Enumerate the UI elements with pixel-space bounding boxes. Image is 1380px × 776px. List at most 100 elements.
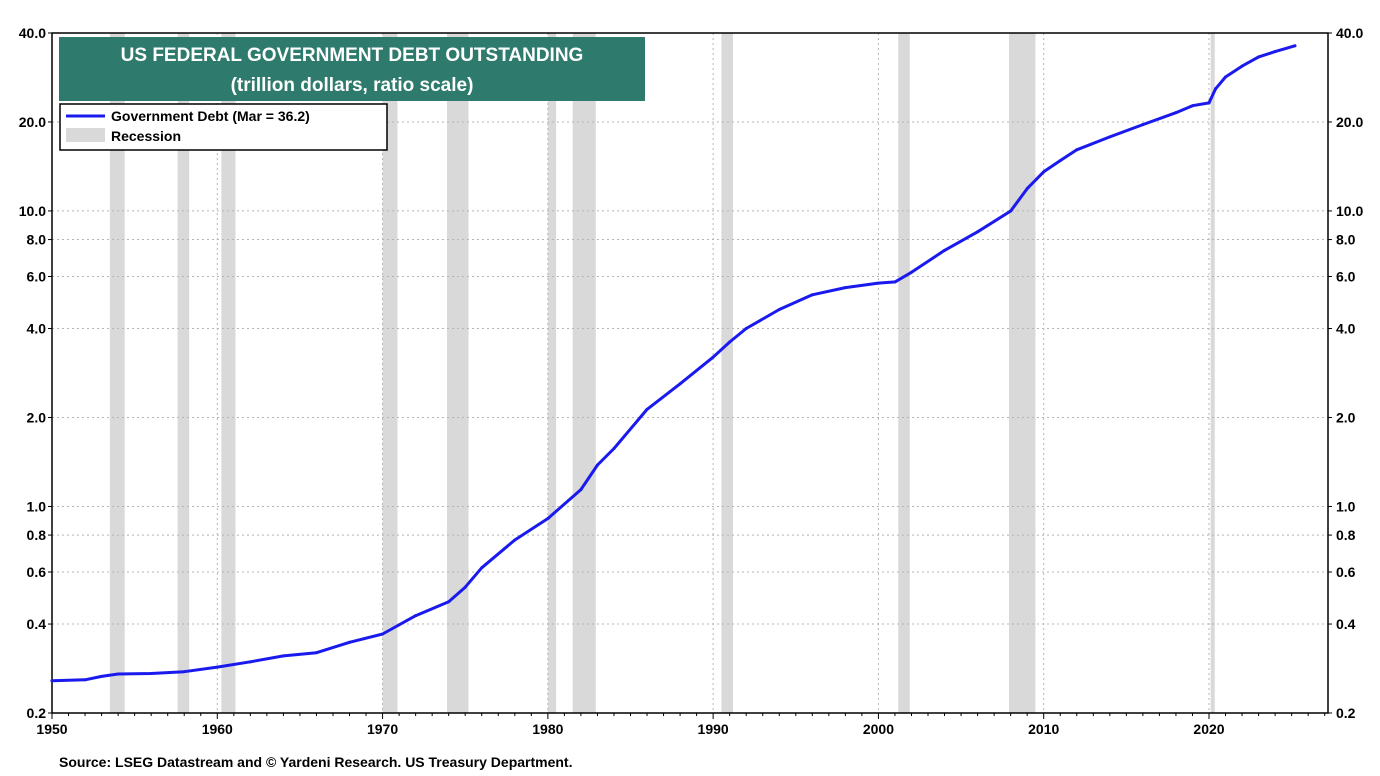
- series-point: [1042, 170, 1046, 174]
- x-tick-label: 1970: [367, 721, 398, 737]
- series-point: [1190, 104, 1194, 108]
- series-point: [711, 355, 715, 359]
- series-point: [876, 281, 880, 285]
- series-point: [612, 447, 616, 451]
- series-point: [1025, 187, 1029, 191]
- series-point: [414, 614, 418, 618]
- gridlines: [52, 33, 1328, 713]
- series-point: [728, 340, 732, 344]
- recession-band: [721, 33, 733, 713]
- recession-band: [572, 33, 596, 713]
- recession-band: [447, 33, 469, 713]
- y-tick-label-left: 8.0: [27, 232, 47, 248]
- y-tick-label-left: 0.4: [27, 616, 47, 632]
- series-point: [1273, 50, 1277, 54]
- source-note: Source: LSEG Datastream and © Yardeni Re…: [59, 754, 572, 770]
- y-tick-label-right: 1.0: [1336, 498, 1356, 514]
- recession-band: [221, 33, 236, 713]
- series-point: [645, 407, 649, 411]
- series-point: [480, 566, 484, 570]
- recession-band: [898, 33, 910, 713]
- y-axis-left: 0.2 0.4 0.6 0.8 1.0 2.0 4.0 6.0 8.0 10.0 20.0 40.0: [19, 25, 52, 721]
- series-point: [744, 327, 748, 331]
- series-point: [1075, 148, 1079, 152]
- series-point: [513, 538, 517, 542]
- series-point: [1009, 209, 1013, 213]
- series-point: [1257, 55, 1261, 59]
- y-tick-label-left: 10.0: [19, 203, 46, 219]
- series-point: [678, 382, 682, 386]
- y-tick-label-left: 6.0: [27, 268, 47, 284]
- series-point: [1214, 87, 1218, 91]
- series-point: [777, 307, 781, 311]
- y-tick-label-left: 40.0: [19, 25, 46, 41]
- series-point: [314, 651, 318, 655]
- series-point: [281, 654, 285, 658]
- recession-band: [1009, 33, 1036, 713]
- y-tick-label-left: 0.6: [27, 564, 47, 580]
- series-point: [248, 660, 252, 664]
- series-line-government-debt: [50, 44, 1297, 683]
- recession-band: [382, 33, 398, 713]
- y-tick-label-right: 0.2: [1336, 705, 1356, 721]
- series-point: [943, 248, 947, 252]
- series-point: [546, 517, 550, 521]
- series-point: [1293, 44, 1297, 48]
- series-point: [1207, 101, 1211, 105]
- y-tick-label-left: 2.0: [27, 409, 47, 425]
- series-point: [83, 678, 87, 682]
- series-point: [149, 672, 153, 676]
- series-point: [215, 665, 219, 669]
- recession-bands: [109, 33, 1215, 713]
- series-point: [182, 670, 186, 674]
- series-layer: [50, 44, 1297, 683]
- series-point: [810, 293, 814, 297]
- x-tick-label: 1980: [532, 721, 563, 737]
- series-point: [447, 600, 451, 604]
- series-point: [893, 280, 897, 284]
- y-tick-label-right: 2.0: [1336, 409, 1356, 425]
- chart-title: US FEDERAL GOVERNMENT DEBT OUTSTANDING: [121, 45, 584, 66]
- series-point: [381, 632, 385, 636]
- y-tick-label-right: 0.6: [1336, 564, 1356, 580]
- series-point: [1174, 111, 1178, 115]
- series-point: [1108, 135, 1112, 139]
- series-point: [1240, 64, 1244, 68]
- series-point: [116, 672, 120, 676]
- y-tick-label-left: 0.8: [27, 527, 47, 543]
- x-tick-label: 2020: [1193, 721, 1224, 737]
- y-tick-label-left: 20.0: [19, 114, 46, 130]
- series-point: [1058, 159, 1062, 163]
- series-point: [843, 286, 847, 290]
- x-tick-label: 1960: [202, 721, 233, 737]
- y-tick-label-right: 0.8: [1336, 527, 1356, 543]
- y-axis-right: 0.2 0.4 0.6 0.8 1.0 2.0 4.0 6.0 8.0 10.0 20.0 40.0: [1328, 25, 1363, 721]
- legend-swatch-recession: [66, 128, 105, 142]
- y-tick-label-left: 4.0: [27, 321, 47, 337]
- series-point: [1141, 123, 1145, 127]
- series-point: [348, 640, 352, 644]
- y-tick-label-right: 40.0: [1336, 25, 1363, 41]
- series-point: [595, 463, 599, 467]
- x-tick-label: 1950: [36, 721, 67, 737]
- x-tick-label: 2000: [863, 721, 894, 737]
- chart-subtitle: (trillion dollars, ratio scale): [231, 75, 474, 96]
- recession-band: [109, 33, 125, 713]
- series-point: [976, 230, 980, 234]
- y-tick-label-right: 4.0: [1336, 321, 1356, 337]
- x-axis: 1950 1960 1970 1980 1990 2000 2010 2020: [36, 713, 1326, 737]
- series-point: [909, 270, 913, 274]
- x-tick-label: 2010: [1028, 721, 1059, 737]
- y-tick-label-right: 6.0: [1336, 268, 1356, 284]
- series-point: [579, 488, 583, 492]
- recession-band: [177, 33, 190, 713]
- recession-band: [547, 33, 557, 713]
- y-tick-label-left: 1.0: [27, 498, 47, 514]
- y-tick-label-right: 0.4: [1336, 616, 1356, 632]
- series-point: [100, 674, 104, 678]
- legend-label-recession: Recession: [111, 128, 181, 144]
- y-tick-label-right: 8.0: [1336, 232, 1356, 248]
- title-box: US FEDERAL GOVERNMENT DEBT OUTSTANDING (…: [59, 37, 645, 101]
- series-point: [50, 679, 54, 683]
